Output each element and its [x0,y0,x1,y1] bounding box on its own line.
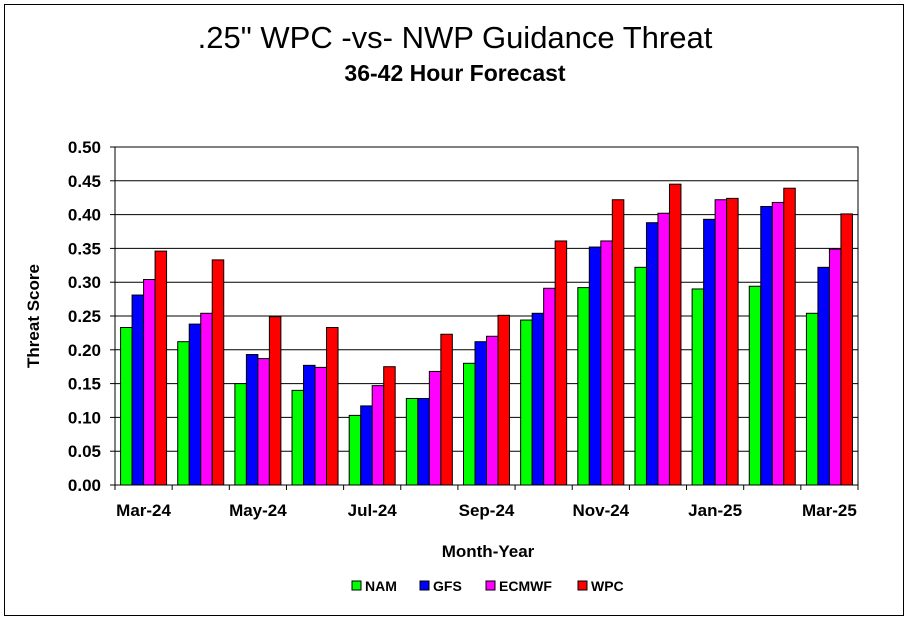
axes [110,146,859,490]
x-tick-label: Jul-24 [348,501,398,520]
bar-gfs-jan-25 [703,218,716,486]
y-tick-label: 0.50 [68,138,101,157]
bar-ecmwf-sep-24 [486,335,499,486]
y-tick-label: 0.10 [68,408,101,427]
y-tick-labels: 0.00 0.05 0.10 0.15 0.20 0.25 0.30 0.35 0.40 0.45… [68,138,101,495]
bar-nam-aug-24 [405,397,419,486]
bar-wpc-may-24 [268,316,282,486]
bar-wpc-feb-25 [783,187,796,486]
bar-ecmwf-dec-24 [657,212,670,486]
legend-swatch-ecmwf [485,580,496,591]
y-tick-label: 0.15 [68,375,101,394]
bar-gfs-jul-24 [360,405,373,486]
y-tick-label: 0.40 [68,206,101,225]
bar-gfs-dec-24 [645,222,659,486]
bar-ecmwf-aug-24 [428,370,442,486]
bar-wpc-jul-24 [383,366,396,486]
bar-wpc-jun-24 [326,326,339,486]
x-tick-label: Sep-24 [459,501,515,520]
y-tick-label: 0.25 [68,307,101,326]
bar-wpc-mar-24 [154,250,168,486]
x-tick-label: Mar-25 [802,501,857,520]
y-tick-label: 0.45 [68,172,101,191]
bar-wpc-aug-24 [440,333,453,486]
bar-ecmwf-jan-25 [714,199,728,486]
bar-gfs-feb-25 [760,205,773,486]
bar-ecmwf-oct-24 [543,287,556,486]
bar-ecmwf-mar-24 [143,278,156,486]
bar-ecmwf-jul-24 [371,385,385,486]
x-axis-label: Month-Year [442,542,535,561]
bar-gfs-jun-24 [303,364,316,486]
bar-ecmwf-nov-24 [600,240,613,486]
y-tick-label: 0.05 [68,442,101,461]
bar-gfs-mar-24 [131,294,145,486]
y-tick-label: 0.30 [68,273,101,292]
legend-label-nam: NAM [365,578,397,594]
legend-swatch-wpc [577,580,588,591]
y-tick-label: 0.35 [68,239,101,258]
bar-gfs-sep-24 [474,341,487,486]
bar-nam-may-24 [234,383,247,486]
x-tick-label: Jan-25 [688,501,742,520]
bar-nam-oct-24 [520,319,533,486]
bar-wpc-nov-24 [611,199,625,486]
bar-wpc-apr-24 [211,259,225,486]
bar-gfs-oct-24 [531,312,545,486]
legend-label-ecmwf: ECMWF [499,578,552,594]
bar-gfs-mar-25 [817,266,830,486]
bar-ecmwf-may-24 [257,358,270,486]
bar-nam-dec-24 [634,266,647,486]
x-tick-label: Mar-24 [116,501,171,520]
chart-subtitle: 36-42 Hour Forecast [344,60,566,86]
x-tick-labels: Mar-24 May-24 Jul-24 Sep-24 Nov-24 Jan-25 Mar-… [116,501,857,520]
bar-ecmwf-mar-25 [828,248,842,486]
bar-nam-jan-25 [691,288,705,486]
bar-wpc-mar-25 [840,213,853,486]
bar-nam-apr-24 [177,341,190,486]
bar-nam-sep-24 [463,362,476,486]
legend: NAM GFS ECMWF WPC [351,578,624,594]
bar-wpc-jan-25 [726,197,739,486]
bar-gfs-apr-24 [188,323,202,486]
bar-nam-jul-24 [348,414,362,486]
y-axis-label: Threat Score [24,264,43,368]
bar-nam-nov-24 [577,287,590,486]
legend-label-wpc: WPC [591,578,624,594]
bar-wpc-oct-24 [554,240,568,486]
bar-gfs-aug-24 [417,397,430,486]
bar-wpc-sep-24 [497,314,510,486]
chart-title: .25" WPC -vs- NWP Guidance Threat [197,20,713,55]
legend-swatch-nam [351,580,362,591]
bars [120,183,853,486]
x-tick-label: Nov-24 [572,501,629,520]
bar-ecmwf-feb-25 [771,201,785,486]
legend-swatch-gfs [419,580,430,591]
bar-nam-mar-25 [805,312,819,486]
bar-gfs-nov-24 [588,246,602,486]
bar-nam-mar-24 [120,326,133,486]
bar-ecmwf-jun-24 [314,366,328,486]
legend-label-gfs: GFS [433,578,462,594]
bar-wpc-dec-24 [668,183,682,486]
bar-nam-feb-25 [748,285,762,486]
bar-gfs-may-24 [245,354,259,486]
bar-ecmwf-apr-24 [200,312,213,486]
y-tick-label: 0.00 [68,476,101,495]
bar-nam-jun-24 [291,389,305,486]
y-tick-label: 0.20 [68,341,101,360]
x-tick-label: May-24 [229,501,287,520]
